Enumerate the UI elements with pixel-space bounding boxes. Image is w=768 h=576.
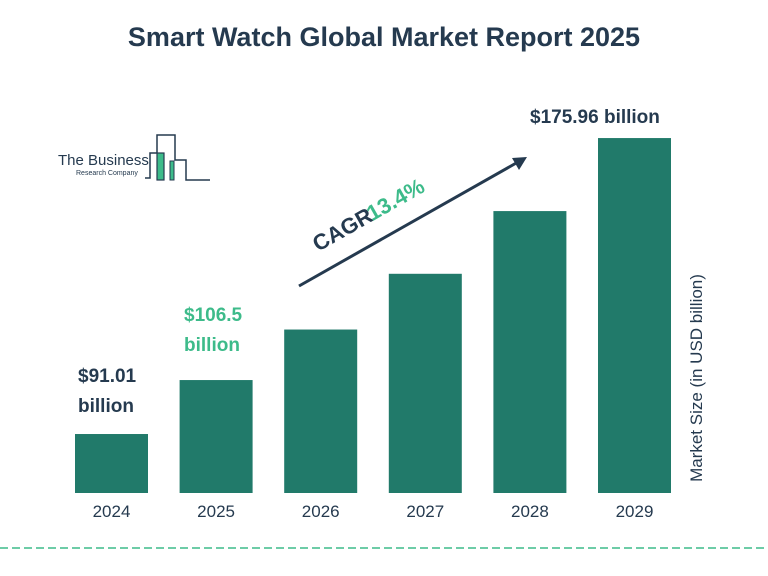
bar-2029 — [598, 138, 671, 493]
x-tick-label: 2025 — [197, 502, 235, 521]
data-label-2029: $175.96 billion — [530, 103, 660, 133]
bar-2027 — [388, 273, 462, 493]
x-tick-label: 2027 — [406, 502, 444, 521]
chart-title: Smart Watch Global Market Report 2025 — [127, 22, 641, 52]
data-label-unit: billion — [184, 335, 240, 356]
x-tick-label: 2026 — [302, 502, 340, 521]
data-label-2024: $91.01 billion — [78, 362, 136, 422]
data-label-unit: billion — [78, 396, 134, 417]
x-tick-label: 2029 — [616, 502, 654, 521]
data-label-value: $175.96 billion — [530, 107, 660, 128]
bar-2025 — [179, 380, 253, 493]
data-label-2025: $106.5 billion — [184, 301, 242, 361]
x-tick-label: 2028 — [511, 502, 549, 521]
data-label-value: $106.5 — [184, 305, 243, 326]
y-axis-label: Market Size (in USD billion) — [687, 274, 706, 482]
bar-2024 — [75, 434, 148, 493]
x-tick-label: 2024 — [93, 502, 131, 521]
data-label-value: $91.01 — [78, 366, 137, 387]
logo-text: The Business — [58, 152, 149, 169]
logo-icon — [145, 134, 210, 181]
bar-2028 — [493, 211, 567, 493]
bar-2026 — [284, 329, 358, 493]
logo-subtext: Research Company — [76, 170, 138, 177]
cagr-arrow — [298, 157, 527, 288]
